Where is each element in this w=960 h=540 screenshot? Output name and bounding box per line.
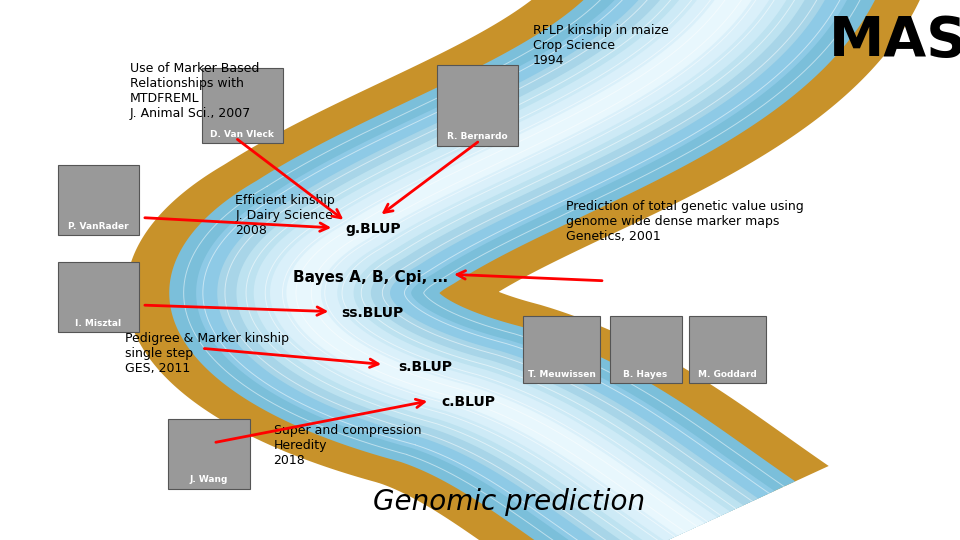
Text: Super and compression
Heredity
2018: Super and compression Heredity 2018 [274,424,421,467]
Text: Efficient kinship
J. Dairy Science
2008: Efficient kinship J. Dairy Science 2008 [235,194,335,238]
Text: RFLP kinship in maize
Crop Science
1994: RFLP kinship in maize Crop Science 1994 [533,24,668,68]
FancyBboxPatch shape [58,165,139,235]
Text: B. Hayes: B. Hayes [623,370,668,379]
Text: J. Wang: J. Wang [190,475,228,484]
Text: Pedigree & Marker kinship
single step
GES, 2011: Pedigree & Marker kinship single step GE… [125,332,289,375]
Text: D. Van Vleck: D. Van Vleck [210,130,275,139]
Text: M. Goddard: M. Goddard [698,370,757,379]
Text: Genomic prediction: Genomic prediction [372,488,645,516]
Polygon shape [169,0,878,540]
Text: Prediction of total genetic value using
genome wide dense marker maps
Genetics, : Prediction of total genetic value using … [566,200,804,243]
FancyBboxPatch shape [689,316,766,383]
Text: Bayes A, B, Cpi, …: Bayes A, B, Cpi, … [293,270,447,285]
FancyBboxPatch shape [610,316,682,383]
Polygon shape [196,0,852,540]
Text: I. Misztal: I. Misztal [75,319,122,328]
Text: g.BLUP: g.BLUP [346,222,401,237]
FancyBboxPatch shape [58,262,139,332]
Polygon shape [286,0,765,535]
Text: R. Bernardo: R. Bernardo [447,132,508,141]
Polygon shape [253,0,797,540]
FancyBboxPatch shape [168,418,250,489]
Polygon shape [217,0,832,540]
FancyBboxPatch shape [523,316,600,383]
Polygon shape [270,0,781,540]
FancyBboxPatch shape [202,68,283,143]
Text: ss.BLUP: ss.BLUP [341,306,403,320]
Polygon shape [236,0,814,540]
Text: s.BLUP: s.BLUP [398,360,452,374]
Text: T. Meuwissen: T. Meuwissen [528,370,595,379]
Text: MAS: MAS [828,14,960,68]
Polygon shape [126,0,921,540]
Text: c.BLUP: c.BLUP [442,395,495,409]
Text: Use of Marker Based
Relationships with
MTDFREML
J. Animal Sci., 2007: Use of Marker Based Relationships with M… [130,62,259,120]
FancyBboxPatch shape [437,65,518,146]
Text: P. VanRader: P. VanRader [68,221,129,231]
